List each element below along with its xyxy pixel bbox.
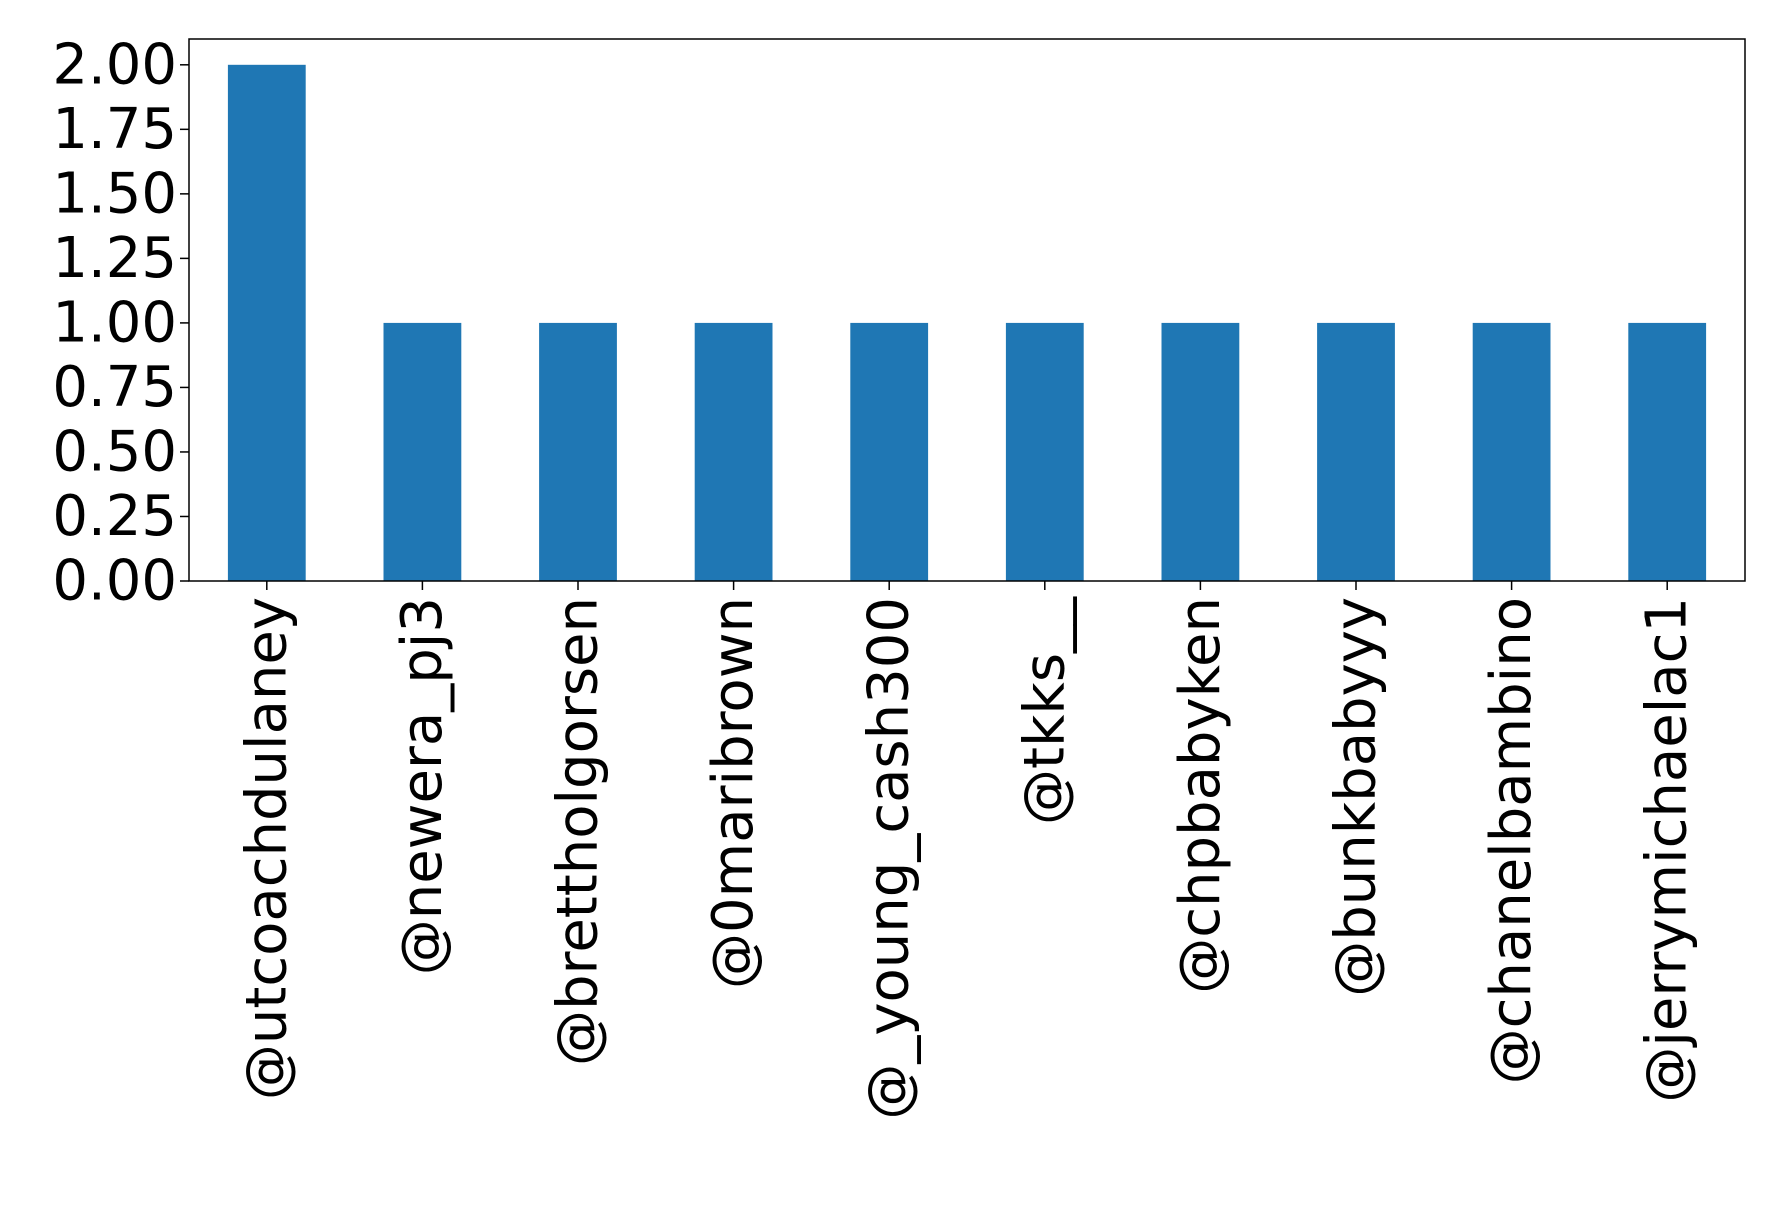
x-tick-label: @chanelbambino bbox=[1479, 597, 1544, 1084]
bar-5 bbox=[1005, 322, 1084, 581]
bar-7 bbox=[1317, 322, 1395, 581]
y-tick-label: 2.00 bbox=[52, 32, 177, 97]
x-tick-label: @tkks__ bbox=[1012, 596, 1077, 825]
x-tick-label: @brettholgorsen bbox=[546, 597, 611, 1066]
y-axis-ticks: 0.000.250.500.751.001.251.501.752.00 bbox=[52, 32, 189, 614]
x-tick-label: @_young_cash300 bbox=[857, 597, 922, 1120]
x-tick-label: @bunkbabyyy bbox=[1324, 597, 1389, 997]
bar-4 bbox=[850, 322, 929, 581]
bar-2 bbox=[539, 322, 617, 581]
y-tick-label: 1.50 bbox=[52, 161, 177, 226]
y-tick-label: 1.25 bbox=[52, 226, 177, 291]
x-tick-label: @utcoachdulaney bbox=[234, 597, 299, 1100]
x-tick-label: @newera_pj3 bbox=[390, 597, 455, 975]
x-axis-ticks: @utcoachdulaney @newera_pj3 @brettholgorse… bbox=[234, 581, 1700, 1120]
bar-0 bbox=[227, 64, 306, 582]
bar-8 bbox=[1472, 322, 1551, 581]
x-tick-label: @chpbabyken bbox=[1168, 597, 1233, 994]
bar-9 bbox=[1628, 322, 1707, 581]
bar-3 bbox=[694, 322, 773, 581]
y-tick-label: 0.50 bbox=[52, 419, 177, 484]
bars-layer bbox=[227, 64, 1707, 582]
bar-1 bbox=[383, 322, 462, 581]
y-tick-label: 1.00 bbox=[52, 290, 177, 355]
y-tick-label: 1.75 bbox=[52, 97, 177, 162]
plot-frame bbox=[188, 38, 1746, 582]
y-tick-label: 0.75 bbox=[52, 355, 177, 420]
y-tick-label: 0.00 bbox=[52, 549, 177, 614]
x-tick-label: @0maribrown bbox=[701, 597, 766, 989]
x-tick-label: @jerrymichaelac1 bbox=[1635, 597, 1700, 1103]
bar-6 bbox=[1161, 322, 1240, 581]
y-tick-label: 0.25 bbox=[52, 484, 177, 549]
